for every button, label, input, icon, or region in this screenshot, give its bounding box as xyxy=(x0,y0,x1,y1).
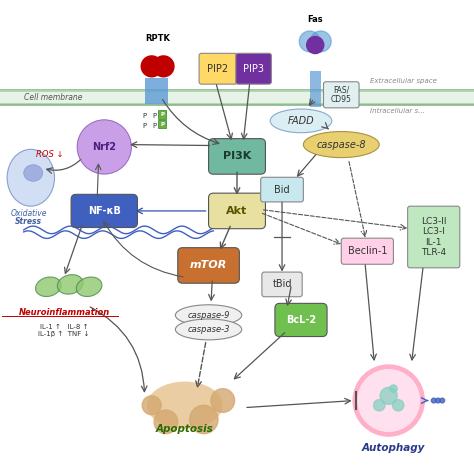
Circle shape xyxy=(211,389,235,412)
Text: Neuroinflammation: Neuroinflammation xyxy=(18,308,109,317)
Ellipse shape xyxy=(57,274,83,294)
Text: P: P xyxy=(152,113,156,119)
Text: FAS/
CD95: FAS/ CD95 xyxy=(331,85,352,104)
Circle shape xyxy=(307,36,324,54)
FancyBboxPatch shape xyxy=(236,54,271,84)
Circle shape xyxy=(153,56,174,77)
Circle shape xyxy=(77,120,131,174)
FancyBboxPatch shape xyxy=(262,272,302,297)
Text: IL-1β ↑  TNF ↓: IL-1β ↑ TNF ↓ xyxy=(38,331,90,337)
Circle shape xyxy=(380,387,397,404)
Text: tBid: tBid xyxy=(272,279,292,290)
Circle shape xyxy=(436,398,440,403)
Text: mTOR: mTOR xyxy=(190,260,227,271)
Ellipse shape xyxy=(76,277,102,297)
Circle shape xyxy=(142,396,161,415)
Text: P: P xyxy=(143,113,146,119)
Ellipse shape xyxy=(303,132,379,158)
Text: P: P xyxy=(160,112,164,117)
FancyBboxPatch shape xyxy=(0,90,474,104)
FancyBboxPatch shape xyxy=(275,303,327,337)
FancyBboxPatch shape xyxy=(209,138,265,174)
FancyBboxPatch shape xyxy=(209,193,265,228)
FancyBboxPatch shape xyxy=(323,82,359,108)
Text: P: P xyxy=(143,123,146,128)
Text: caspase-3: caspase-3 xyxy=(187,325,230,334)
Circle shape xyxy=(141,56,162,77)
FancyBboxPatch shape xyxy=(199,54,237,84)
FancyBboxPatch shape xyxy=(145,78,168,104)
Ellipse shape xyxy=(270,109,332,133)
Text: Nrf2: Nrf2 xyxy=(92,142,116,152)
Text: PIP3: PIP3 xyxy=(243,64,264,74)
Text: IL-1 ↑   IL-8 ↑: IL-1 ↑ IL-8 ↑ xyxy=(40,324,88,330)
Text: PIP2: PIP2 xyxy=(208,64,228,74)
Text: P: P xyxy=(152,123,156,128)
FancyBboxPatch shape xyxy=(310,71,321,107)
Circle shape xyxy=(358,370,419,431)
Text: FADD: FADD xyxy=(288,116,314,126)
Circle shape xyxy=(440,398,445,403)
FancyBboxPatch shape xyxy=(71,194,137,228)
Text: PI3K: PI3K xyxy=(223,151,251,162)
Circle shape xyxy=(431,398,436,403)
Circle shape xyxy=(353,365,424,436)
Circle shape xyxy=(374,400,385,411)
Text: Beclin-1: Beclin-1 xyxy=(347,246,387,256)
Text: ROS ↓: ROS ↓ xyxy=(36,150,64,158)
FancyBboxPatch shape xyxy=(178,248,239,283)
Ellipse shape xyxy=(24,165,43,182)
Text: Bid: Bid xyxy=(274,184,290,195)
Text: Stress: Stress xyxy=(15,218,42,226)
Ellipse shape xyxy=(147,382,223,429)
FancyBboxPatch shape xyxy=(158,110,166,119)
Text: Apoptosis: Apoptosis xyxy=(156,424,214,434)
Text: Akt: Akt xyxy=(227,206,247,216)
Circle shape xyxy=(154,410,178,434)
Circle shape xyxy=(392,400,404,411)
Circle shape xyxy=(299,31,320,52)
FancyBboxPatch shape xyxy=(261,177,303,202)
FancyBboxPatch shape xyxy=(341,238,393,264)
Text: Intracellular s...: Intracellular s... xyxy=(370,109,425,114)
Text: Autophagy: Autophagy xyxy=(362,443,425,453)
Text: RPTK: RPTK xyxy=(145,34,170,43)
Text: caspase-8: caspase-8 xyxy=(317,139,366,150)
Circle shape xyxy=(190,405,218,434)
Ellipse shape xyxy=(175,319,242,340)
Text: NF-κB: NF-κB xyxy=(88,206,121,216)
Text: caspase-9: caspase-9 xyxy=(187,311,230,319)
Text: Fas: Fas xyxy=(308,15,323,24)
Text: Cell membrane: Cell membrane xyxy=(24,93,82,101)
FancyBboxPatch shape xyxy=(408,206,460,268)
Ellipse shape xyxy=(175,305,242,326)
FancyBboxPatch shape xyxy=(158,120,166,128)
Ellipse shape xyxy=(7,149,55,206)
Text: Extracellular space: Extracellular space xyxy=(370,78,437,83)
Ellipse shape xyxy=(36,277,61,297)
Circle shape xyxy=(390,385,397,392)
Text: Oxidative: Oxidative xyxy=(10,209,47,218)
Text: LC3-II
LC3-I
IL-1
TLR-4: LC3-II LC3-I IL-1 TLR-4 xyxy=(421,217,447,257)
Text: BcL-2: BcL-2 xyxy=(286,315,316,325)
Circle shape xyxy=(310,31,331,52)
Text: P: P xyxy=(160,122,164,127)
